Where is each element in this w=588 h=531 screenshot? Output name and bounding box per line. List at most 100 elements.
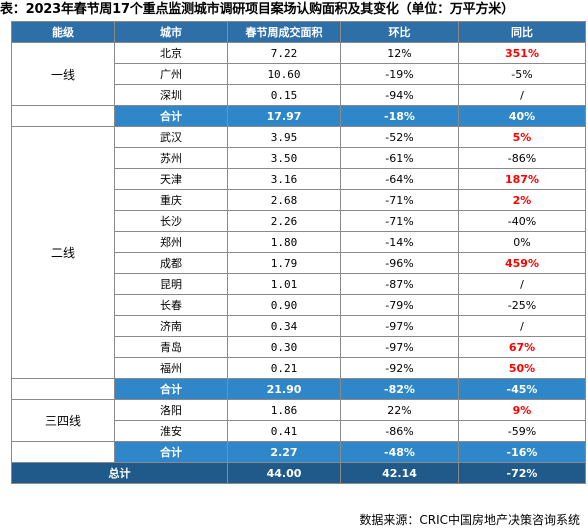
yoy-cell: -40% (458, 210, 586, 232)
area-cell: 3.16 (227, 168, 341, 190)
subtotal-row: 合计 2.27 -48% -16% (11, 441, 586, 463)
mom-cell: -79% (340, 294, 459, 316)
header-city: 城市 (114, 21, 228, 43)
city-cell: 广州 (114, 63, 228, 85)
yoy-cell: 459% (458, 252, 586, 274)
area-cell: 0.34 (227, 315, 341, 337)
subtotal-yoy: 40% (458, 105, 586, 127)
subtotal-area: 21.90 (227, 378, 341, 400)
area-cell: 1.80 (227, 231, 341, 253)
subtotal-yoy: -45% (458, 378, 586, 400)
mom-cell: -61% (340, 147, 459, 169)
area-cell: 3.50 (227, 147, 341, 169)
subtotal-row: 合计 17.97 -18% 40% (11, 105, 586, 127)
area-cell: 2.26 (227, 210, 341, 232)
mom-cell: -64% (340, 168, 459, 190)
total-row: 总计 44.00 42.14 -72% (11, 462, 586, 484)
header-row: 能级 城市 春节周成交面积 环比 同比 (11, 21, 586, 43)
city-cell: 青岛 (114, 336, 228, 358)
area-cell: 1.86 (227, 399, 341, 421)
subtotal-row: 合计 21.90 -82% -45% (11, 378, 586, 400)
table-row: 淮安 0.41 -86% -59% (12, 420, 586, 442)
city-cell: 郑州 (114, 231, 228, 253)
yoy-cell: -86% (458, 147, 586, 169)
area-cell: 7.22 (227, 42, 341, 64)
city-cell: 洛阳 (114, 399, 228, 421)
mom-cell: -71% (340, 210, 459, 232)
yoy-cell: / (458, 315, 586, 337)
header-area: 春节周成交面积 (227, 21, 341, 43)
city-cell: 深圳 (114, 84, 228, 106)
subtotal-area: 17.97 (227, 105, 341, 127)
data-table: 能级 城市 春节周成交面积 环比 同比 一线 北京 7.22 12% 351% 广州 10.… (11, 21, 586, 484)
area-cell: 2.68 (227, 189, 341, 211)
city-cell: 天津 (114, 168, 228, 190)
city-cell: 北京 (114, 42, 228, 64)
table-title: 表：2023年春节周17个重点监测城市调研项目案场认购面积及其变化（单位：万平方… (0, 2, 514, 17)
table-row: 一线 北京 7.22 12% 351% (11, 42, 586, 106)
area-cell: 0.90 (227, 294, 341, 316)
total-label: 总计 (11, 462, 228, 484)
mom-cell: -97% (340, 315, 459, 337)
table-row: 成都 1.79 -96% 459% (12, 252, 586, 274)
mom-cell: -52% (340, 126, 459, 148)
header-yoy: 同比 (458, 21, 586, 43)
yoy-cell: 67% (458, 336, 586, 358)
yoy-cell: -25% (458, 294, 586, 316)
table-row: 昆明 1.01 -87% / (12, 273, 586, 295)
city-cell: 重庆 (114, 189, 228, 211)
city-cell: 淮安 (114, 420, 228, 442)
header-tier: 能级 (11, 21, 115, 43)
subtotal-mom: -82% (340, 378, 459, 400)
table-row: 青岛 0.30 -97% 67% (12, 336, 586, 358)
subtotal-label: 合计 (114, 441, 228, 463)
header-mom: 环比 (340, 21, 459, 43)
data-source: 数据来源：CRIC中国房地产决策咨询系统 (359, 513, 580, 527)
area-cell: 0.21 (227, 357, 341, 379)
yoy-cell: 351% (458, 42, 586, 64)
mom-cell: -96% (340, 252, 459, 274)
yoy-cell: 2% (458, 189, 586, 211)
subtotal-tier-blank (11, 441, 115, 463)
city-cell: 济南 (114, 315, 228, 337)
subtotal-tier-blank (11, 105, 115, 127)
city-cell: 成都 (114, 252, 228, 274)
city-cell: 苏州 (114, 147, 228, 169)
tier-label: 三四线 (11, 399, 115, 442)
subtotal-label: 合计 (114, 105, 228, 127)
area-cell: 1.01 (227, 273, 341, 295)
yoy-cell: -59% (458, 420, 586, 442)
mom-cell: -87% (340, 273, 459, 295)
area-cell: 0.41 (227, 420, 341, 442)
mom-cell: -86% (340, 420, 459, 442)
mom-cell: -14% (340, 231, 459, 253)
city-cell: 昆明 (114, 273, 228, 295)
total-yoy: -72% (458, 462, 586, 484)
yoy-cell: / (458, 273, 586, 295)
subtotal-area: 2.27 (227, 441, 341, 463)
yoy-cell: 5% (458, 126, 586, 148)
table-row: 郑州 1.80 -14% 0% (12, 231, 586, 253)
mom-cell: 12% (340, 42, 459, 64)
city-cell: 长沙 (114, 210, 228, 232)
city-cell: 长春 (114, 294, 228, 316)
table-row: 苏州 3.50 -61% -86% (12, 147, 586, 169)
area-cell: 0.30 (227, 336, 341, 358)
yoy-cell: 187% (458, 168, 586, 190)
subtotal-tier-blank (11, 378, 115, 400)
table-row: 济南 0.34 -97% / (12, 315, 586, 337)
subtotal-mom: -48% (340, 441, 459, 463)
mom-cell: -19% (340, 63, 459, 85)
yoy-cell: 50% (458, 357, 586, 379)
yoy-cell: 9% (458, 399, 586, 421)
mom-cell: -92% (340, 357, 459, 379)
area-cell: 10.60 (227, 63, 341, 85)
tier-label: 一线 (11, 42, 115, 106)
total-area: 44.00 (227, 462, 341, 484)
yoy-cell: / (458, 84, 586, 106)
area-cell: 0.15 (227, 84, 341, 106)
area-cell: 1.79 (227, 252, 341, 274)
table-row: 福州 0.21 -92% 50% (12, 357, 586, 379)
table-row: 三四线 洛阳 1.86 22% 9% (11, 399, 586, 442)
